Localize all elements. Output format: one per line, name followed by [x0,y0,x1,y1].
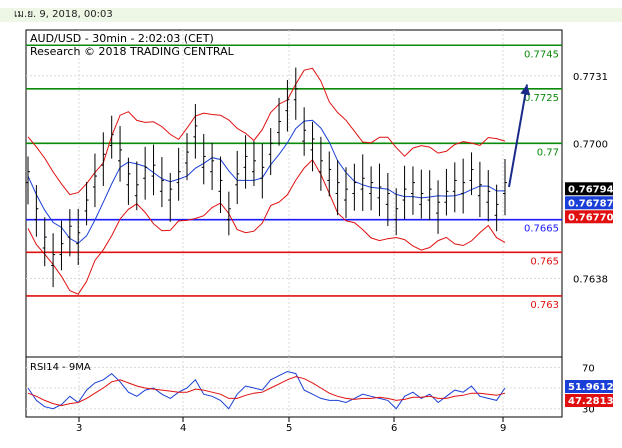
bollinger-upper [27,67,506,196]
support-resistance-levels: 0.7745 0.7725 0.77 0.7665 0.765 0.763 [26,44,562,311]
datestamp: เม.ย. 9, 2018, 00:03 [14,9,113,20]
price-tag-box [565,182,613,196]
rsi-tag-box [565,380,613,394]
forecast-arrow [508,84,531,188]
top-bar: เม.ย. 9, 2018, 00:03 [0,0,622,28]
main-panel [25,29,563,358]
y-tick-label: 0.7731 [573,72,608,83]
y-tick-label: 0.7638 [573,275,608,286]
rsi-tag-label: 51.9612 [568,382,614,393]
rsi-y-tick-label: 70 [582,363,595,374]
chart-title: AUD/USD - 30min - 2:02:03 (CET) [30,32,214,45]
moving-average [27,119,505,244]
price-tag-label: 0.76770 [568,212,614,223]
level-label-3: 0.7665 [524,224,559,235]
price-tag-box [565,210,613,224]
x-tick-label: 5 [286,423,292,434]
rsi-gridlines [26,357,562,417]
rsi-tag-box [565,394,613,408]
x-tick-label: 9 [500,423,506,434]
forecast-arrow-head [520,84,531,96]
y-tick-label: 0.7700 [573,139,608,150]
price-tag-label: 0.76787 [568,198,614,209]
price-tag-box [565,196,613,210]
level-label-0: 0.7745 [524,49,559,60]
x-tick-label: 4 [180,423,186,434]
level-label-5: 0.763 [530,300,559,311]
rsi-ma-line [27,376,506,407]
rsi-series [27,370,506,410]
rsi-y-tick-label: 30 [582,405,595,416]
rsi-title: RSI14 - 9MA [30,362,91,373]
rsi-tag-label: 47.2813 [568,396,614,407]
price-series [26,67,507,295]
rsi-panel [25,356,563,418]
x-tick-label: 3 [76,423,82,434]
forecast-arrow-shaft [508,84,528,188]
x-tick-label: 6 [391,423,397,434]
date-strip [0,8,622,22]
price-tag-label: 0.76794 [568,184,614,195]
chart-subtitle: Research © 2018 TRADING CENTRAL [30,45,235,58]
bollinger-lower [27,158,506,295]
level-label-1: 0.7725 [524,93,559,104]
price-tags: 0.76794 0.76787 0.76770 51.9612 47.2813 [565,182,614,408]
level-label-2: 0.77 [537,147,559,158]
level-label-4: 0.765 [530,256,559,267]
